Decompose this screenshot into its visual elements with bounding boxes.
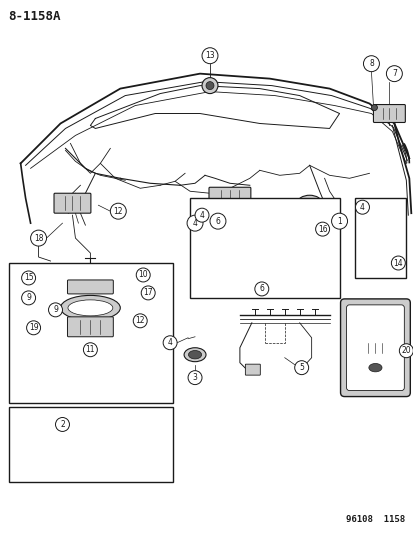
FancyBboxPatch shape	[67, 280, 113, 294]
Text: 13: 13	[205, 51, 214, 60]
Circle shape	[110, 203, 126, 219]
Text: 14: 14	[393, 259, 402, 268]
Circle shape	[133, 314, 147, 328]
Text: 4: 4	[199, 211, 204, 220]
FancyBboxPatch shape	[233, 223, 290, 247]
Text: 8-1158A: 8-1158A	[9, 10, 61, 23]
FancyBboxPatch shape	[358, 340, 392, 356]
FancyBboxPatch shape	[373, 104, 404, 123]
Ellipse shape	[297, 195, 321, 211]
Ellipse shape	[375, 233, 388, 243]
Text: 9: 9	[53, 305, 58, 314]
Text: 15: 15	[24, 273, 33, 282]
Circle shape	[187, 215, 202, 231]
Ellipse shape	[242, 254, 280, 276]
Circle shape	[83, 343, 97, 357]
Text: 4: 4	[359, 203, 364, 212]
Text: 12: 12	[113, 207, 123, 216]
FancyBboxPatch shape	[346, 305, 404, 391]
Text: 16: 16	[317, 224, 327, 233]
Circle shape	[48, 303, 62, 317]
FancyBboxPatch shape	[54, 193, 91, 213]
Circle shape	[21, 291, 36, 305]
Text: 17: 17	[143, 288, 153, 297]
Ellipse shape	[301, 198, 316, 208]
Circle shape	[363, 56, 378, 71]
Text: 20: 20	[401, 346, 410, 355]
Circle shape	[254, 282, 268, 296]
Text: 2: 2	[60, 420, 65, 429]
Text: 1: 1	[336, 216, 341, 225]
Ellipse shape	[68, 300, 113, 316]
Circle shape	[385, 66, 401, 82]
Text: 7: 7	[391, 69, 396, 78]
Circle shape	[206, 82, 214, 90]
Text: 12: 12	[135, 316, 145, 325]
FancyBboxPatch shape	[340, 299, 409, 397]
Bar	[9, 407, 173, 482]
Text: 10: 10	[138, 270, 148, 279]
Circle shape	[355, 200, 368, 214]
Bar	[190, 198, 339, 298]
Text: 9: 9	[26, 293, 31, 302]
Text: 6: 6	[259, 285, 263, 294]
Ellipse shape	[60, 295, 120, 320]
Text: 11: 11	[85, 345, 95, 354]
Ellipse shape	[363, 361, 385, 375]
Circle shape	[55, 417, 69, 431]
Circle shape	[202, 48, 217, 63]
Circle shape	[163, 336, 177, 350]
FancyBboxPatch shape	[245, 364, 260, 375]
Ellipse shape	[184, 348, 206, 362]
Text: 6: 6	[215, 216, 220, 225]
Circle shape	[195, 208, 209, 222]
Text: 5: 5	[299, 363, 304, 372]
Circle shape	[26, 321, 40, 335]
Circle shape	[390, 256, 404, 270]
Ellipse shape	[250, 259, 273, 272]
Circle shape	[188, 370, 202, 385]
Ellipse shape	[370, 230, 392, 246]
Text: 4: 4	[192, 219, 197, 228]
FancyBboxPatch shape	[209, 187, 250, 209]
Circle shape	[209, 213, 225, 229]
Circle shape	[331, 213, 347, 229]
Text: 18: 18	[34, 233, 43, 243]
Circle shape	[21, 271, 36, 285]
Circle shape	[136, 268, 150, 282]
Circle shape	[315, 222, 329, 236]
Text: 19: 19	[28, 324, 38, 332]
Bar	[354, 198, 405, 278]
Text: 4: 4	[167, 338, 172, 347]
Bar	[9, 263, 173, 402]
Ellipse shape	[188, 351, 201, 359]
Ellipse shape	[85, 438, 104, 451]
Text: 96108  1158: 96108 1158	[345, 515, 404, 524]
FancyBboxPatch shape	[368, 209, 400, 225]
Circle shape	[294, 361, 308, 375]
Ellipse shape	[368, 364, 381, 372]
FancyBboxPatch shape	[67, 317, 113, 337]
Circle shape	[141, 286, 155, 300]
Ellipse shape	[79, 433, 111, 455]
Circle shape	[370, 104, 377, 110]
Circle shape	[31, 230, 46, 246]
Text: 3: 3	[192, 373, 197, 382]
Circle shape	[202, 78, 217, 94]
Circle shape	[399, 344, 412, 358]
Text: 8: 8	[368, 59, 373, 68]
